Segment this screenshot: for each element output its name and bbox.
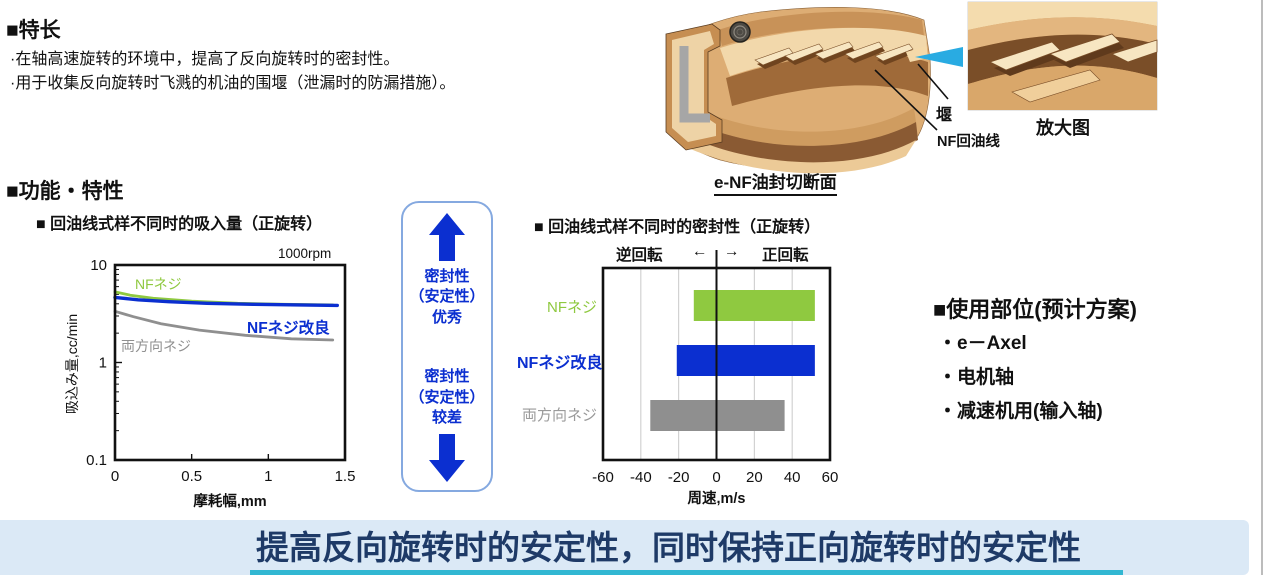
usage-item: ・e－Axel <box>938 333 1027 354</box>
function-heading: ■功能・特性 <box>6 180 124 203</box>
feature-bullet: ·用于收集反向旋转时飞溅的机油的围堰（泄漏时的防漏措施）。 <box>10 75 456 92</box>
indicator-line: （安定性） <box>409 288 485 306</box>
series-label-bidirectional: 両方向ネジ <box>121 338 191 354</box>
conclusion-text: 提高反向旋转时的安定性，同时保持正向旋转时的安定性 <box>256 529 1081 566</box>
indicator-line: 较差 <box>431 408 462 426</box>
x-tick-label: -40 <box>630 469 652 486</box>
x-tick-label: 40 <box>784 469 801 486</box>
x-tick-label: 0 <box>111 468 119 485</box>
arrow-up-icon <box>428 213 465 261</box>
reverse-rotation-label: 逆回転 <box>616 247 663 264</box>
x-tick-label: 0.5 <box>181 468 202 485</box>
nf-thread-ridges <box>754 41 928 69</box>
seal-band-light <box>676 130 916 174</box>
slide-edge-divider <box>1261 0 1263 575</box>
usage-heading: ■使用部位(预计方案) <box>933 297 1137 322</box>
features-heading: ■特长 <box>6 19 61 42</box>
x-tick-label: 0 <box>712 469 720 486</box>
leader-line-dam <box>917 63 949 100</box>
series-line <box>113 309 335 342</box>
x-tick-label: 60 <box>822 469 839 486</box>
sealing-performance-indicator: 密封性 （安定性） 优秀 密封性 （安定性） 较差 <box>401 201 493 492</box>
seal-rim <box>718 11 924 46</box>
leader-line-oil-return <box>874 69 938 131</box>
indicator-line: 密封性 <box>424 268 470 285</box>
seal-cutaway-illustration <box>665 1 1158 174</box>
series-line <box>113 295 339 308</box>
y-tick-label: 0.1 <box>86 452 107 469</box>
usage-item: ・减速机用(输入轴) <box>938 401 1103 422</box>
feature-bullet: ·在轴高速旋转的环境中，提高了反向旋转时的密封性。 <box>10 51 400 68</box>
indicator-line: 优秀 <box>431 308 462 326</box>
arrow-left-icon: ← <box>692 243 708 260</box>
sealing-chart-svg: -60 -40 -20 0 20 40 60 <box>592 250 839 486</box>
seal-band <box>674 96 916 146</box>
bar-label-bidirectional: 両方向ネジ <box>521 407 597 424</box>
arrow-down-icon <box>428 434 465 482</box>
y-tick-label: 1 <box>99 355 107 372</box>
dam-label: 堰 <box>936 107 953 124</box>
bar-label-nf: NFネジ <box>547 299 597 316</box>
y-tick-label: 10 <box>90 258 107 274</box>
plot-border <box>113 263 347 462</box>
bar-label-nf-improved: NFネジ改良 <box>517 355 603 372</box>
indicator-bottom-text: 密封性 （安定性） 较差 <box>409 367 484 428</box>
plot-border <box>601 266 832 462</box>
x-tick-label: 20 <box>746 469 763 486</box>
banner-underline-bar <box>250 570 1123 575</box>
suction-chart-svg: 10 1 0.10 0.5 1 1.5 <box>86 258 356 485</box>
arrow-right-icon: → <box>724 243 740 260</box>
indicator-line: （安定性） <box>409 388 485 406</box>
metal-insert <box>679 46 710 123</box>
x-tick-label: -20 <box>668 469 690 486</box>
suction-chart-title: ■ 回油线式样不同时的吸入量（正旋转） <box>36 216 323 233</box>
seal-inner-band <box>726 53 928 106</box>
x-tick-label: 1 <box>264 468 272 485</box>
magnified-view <box>967 1 1158 111</box>
rpm-annotation: 1000rpm <box>278 246 332 261</box>
indicator-bottom-group: 密封性 （安定性） 较差 <box>409 367 485 482</box>
x-tick-label: -60 <box>592 469 614 486</box>
x-tick-label: 1.5 <box>335 468 356 485</box>
usage-item: ・电机轴 <box>938 367 1015 388</box>
garter-spring-coil <box>736 28 744 36</box>
seal-caption: e-NF油封切断面 <box>714 168 837 196</box>
magnified-view-label: 放大图 <box>1036 118 1090 138</box>
series-label-nf-improved: NFネジ改良 <box>247 320 330 337</box>
x-axis-label-wear: 摩耗幅,mm <box>193 494 267 510</box>
magnify-pointer-icon <box>915 47 963 67</box>
conclusion-banner: 提高反向旋转时的安定性，同时保持正向旋转时的安定性 <box>0 520 1249 575</box>
oil-return-line-label: NF回油线 <box>937 134 1000 150</box>
garter-spring-coil <box>733 25 747 39</box>
x-axis-label-speed: 周速,m/s <box>687 491 746 507</box>
garter-spring <box>729 21 751 43</box>
seal-band-dark <box>674 112 918 164</box>
indicator-line: 密封性 <box>424 368 470 386</box>
range-bar <box>693 290 815 321</box>
indicator-top-group: 密封性 （安定性） 优秀 <box>409 213 485 328</box>
series-label-nf: NFネジ <box>135 276 182 292</box>
indicator-top-text: 密封性 （安定性） 优秀 <box>409 267 484 328</box>
range-bar <box>676 345 815 376</box>
forward-rotation-label: 正回転 <box>762 247 809 264</box>
y-axis-label: 吸込み量,cc/min <box>64 313 80 415</box>
sealing-chart-title: ■ 回油线式样不同时的密封性（正旋转） <box>534 219 821 236</box>
